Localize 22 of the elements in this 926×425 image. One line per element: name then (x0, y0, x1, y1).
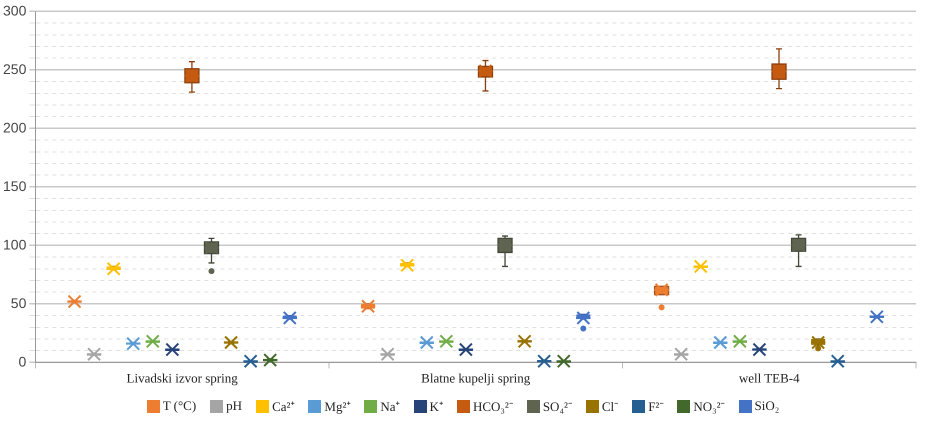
y-tick-label: 300 (3, 2, 27, 18)
x-tick-label: well TEB-4 (738, 370, 800, 386)
y-tick-label: 50 (10, 294, 27, 311)
legend-label: K⁺ (430, 398, 443, 415)
legend-label: pH (226, 398, 242, 414)
legend-label: F²⁻ (648, 398, 664, 415)
y-tick-label: 100 (3, 236, 27, 252)
y-tick-label: 150 (3, 178, 27, 194)
y-tick-label: 0 (18, 353, 27, 370)
x-tick-label: Blatne kupelji spring (421, 370, 531, 386)
legend-label: Ca²⁺ (272, 398, 294, 415)
legend-label: Na⁺ (380, 398, 400, 415)
legend-label: HCO₃²⁻ (472, 398, 513, 415)
legend-label: NO₃²⁻ (693, 398, 725, 415)
legend-label: Mg²⁺ (324, 398, 350, 415)
legend-label: SO₄²⁻ (542, 398, 572, 415)
legend-label: SiO₂ (754, 398, 780, 414)
y-tick-label: 250 (3, 60, 27, 77)
legend-label: Cl⁻ (602, 398, 618, 415)
legend-label: T (°C) (162, 398, 196, 414)
x-tick-label: Livadski izvor spring (126, 370, 238, 386)
y-tick-label: 200 (3, 119, 27, 136)
